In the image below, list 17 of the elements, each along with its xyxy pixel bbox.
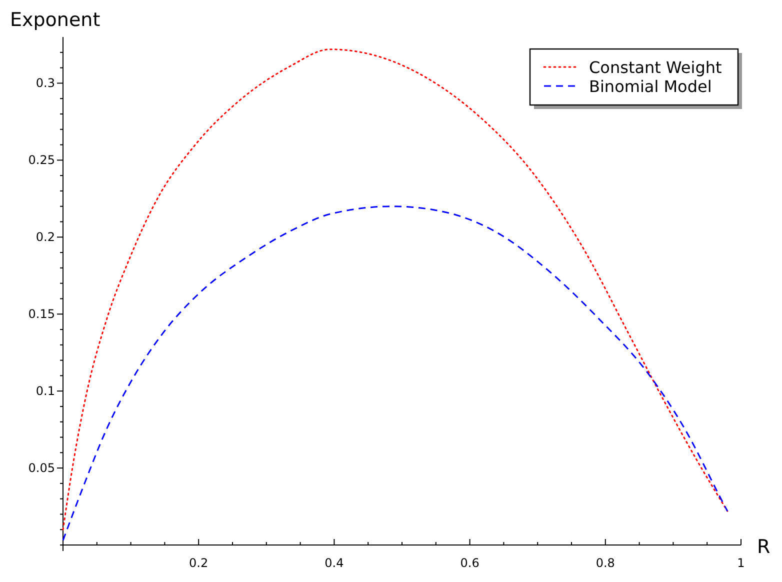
- x-tick-label: 0.6: [460, 556, 480, 570]
- x-axis-title: R: [757, 536, 770, 558]
- y-tick-label: 0.05: [28, 461, 55, 476]
- x-tick-label: 0.8: [596, 556, 615, 570]
- line-series: [62, 206, 728, 542]
- x-tick-label: 1: [737, 556, 745, 570]
- y-tick-label: 0.2: [36, 230, 55, 244]
- y-tick-label: 0.3: [36, 76, 55, 90]
- line-series: [62, 48, 728, 530]
- x-tick-label: 0.4: [324, 556, 344, 570]
- legend-label: Constant Weight: [589, 58, 722, 77]
- y-axis-title: Exponent: [10, 9, 100, 31]
- y-tick-label: 0.15: [28, 307, 55, 322]
- x-tick-label: 0.2: [189, 556, 208, 570]
- y-tick-label: 0.1: [36, 384, 55, 398]
- legend-label: Binomial Model: [589, 77, 712, 96]
- y-tick-label: 0.25: [28, 153, 55, 168]
